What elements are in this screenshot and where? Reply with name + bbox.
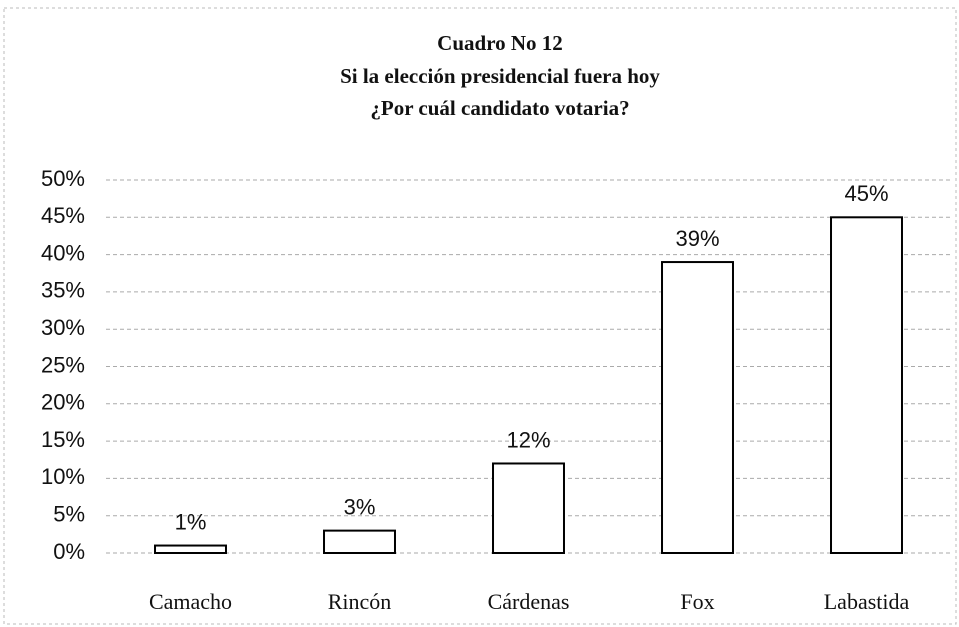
y-tick-label: 0% bbox=[53, 539, 85, 564]
y-tick-label: 50% bbox=[41, 166, 85, 191]
data-label: 39% bbox=[675, 226, 719, 251]
x-tick-label: Camacho bbox=[149, 589, 232, 614]
chart-subtitle: Si la elección presidencial fuera hoy bbox=[340, 64, 660, 88]
data-label: 12% bbox=[506, 427, 550, 452]
frame bbox=[3, 7, 957, 625]
data-label: 45% bbox=[844, 181, 888, 206]
y-tick-label: 35% bbox=[41, 278, 85, 303]
y-tick-label: 30% bbox=[41, 315, 85, 340]
chart-title: Cuadro No 12 bbox=[437, 31, 563, 55]
bar bbox=[661, 261, 734, 554]
x-tick-label: Rincón bbox=[328, 589, 392, 614]
x-tick-label: Fox bbox=[680, 589, 714, 614]
x-tick-label: Cárdenas bbox=[488, 589, 570, 614]
data-label: 1% bbox=[175, 509, 207, 534]
y-tick-label: 40% bbox=[41, 240, 85, 265]
y-tick-label: 25% bbox=[41, 352, 85, 377]
bar bbox=[492, 462, 565, 555]
bar bbox=[154, 544, 227, 554]
x-tick-label: Labastida bbox=[824, 589, 910, 614]
y-tick-label: 20% bbox=[41, 390, 85, 415]
y-tick-label: 10% bbox=[41, 464, 85, 489]
y-tick-label: 15% bbox=[41, 427, 85, 452]
y-tick-label: 5% bbox=[53, 502, 85, 527]
y-tick-label: 45% bbox=[41, 203, 85, 228]
chart-subtitle: ¿Por cuál candidato votaria? bbox=[370, 96, 629, 120]
data-label: 3% bbox=[344, 494, 376, 519]
bar bbox=[830, 216, 903, 555]
bar bbox=[323, 529, 396, 554]
